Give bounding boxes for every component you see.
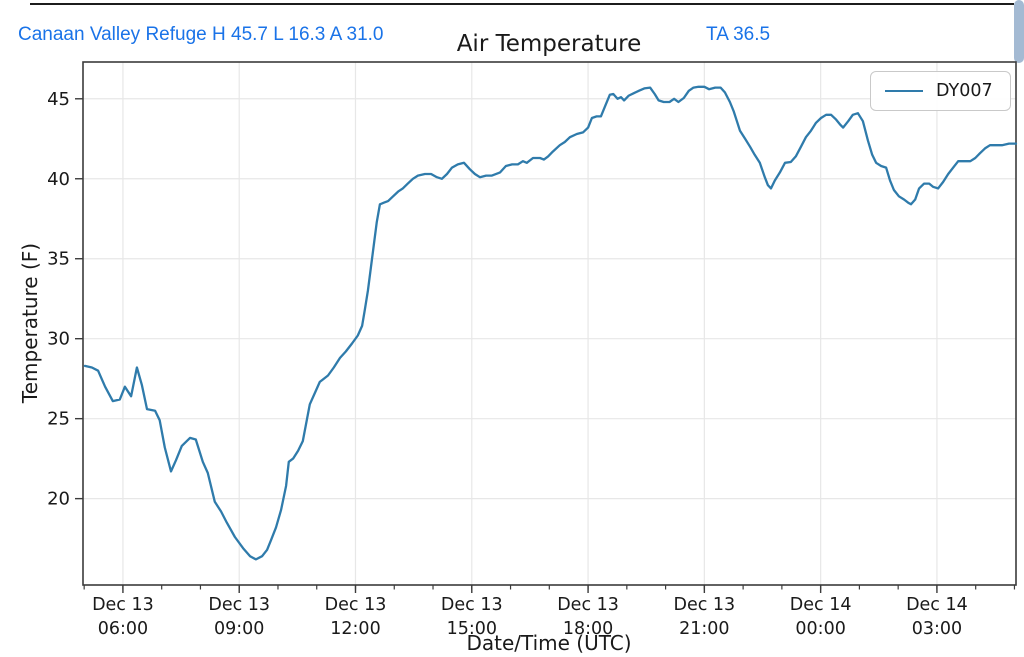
station-summary-text: Canaan Valley Refuge H 45.7 L 16.3 A 31.…: [18, 24, 384, 45]
x-tick-label: Dec 13 06:00: [92, 595, 154, 639]
y-tick-label: 25: [47, 409, 70, 430]
series-line: [83, 85, 1018, 561]
x-tick-label: Dec 14 03:00: [906, 595, 968, 639]
legend[interactable]: DY007: [870, 71, 1011, 111]
ta-current-reading: TA 36.5: [706, 24, 771, 45]
y-tick-label: 45: [47, 89, 70, 110]
y-tick-label: 40: [47, 169, 70, 190]
y-tick-label: 20: [47, 489, 70, 510]
x-axis-label: Date/Time (UTC): [466, 631, 632, 655]
legend-line-swatch: [885, 90, 923, 92]
top-border-line: [30, 3, 1014, 5]
x-tick-label: Dec 13 12:00: [325, 595, 387, 639]
chart-title: Air Temperature: [456, 31, 642, 57]
y-tick-label: 35: [47, 249, 70, 270]
x-tick-label: Dec 13 09:00: [208, 595, 270, 639]
x-tick-label: Dec 14 00:00: [790, 595, 852, 639]
y-axis-label: Temperature (F): [18, 242, 42, 404]
legend-series-label: DY007: [936, 81, 993, 101]
x-tick-label: Dec 13 21:00: [674, 595, 736, 639]
plot-border: [82, 61, 1017, 586]
scrollbar-thumb[interactable]: [1014, 0, 1024, 63]
y-tick-label: 30: [47, 329, 70, 350]
